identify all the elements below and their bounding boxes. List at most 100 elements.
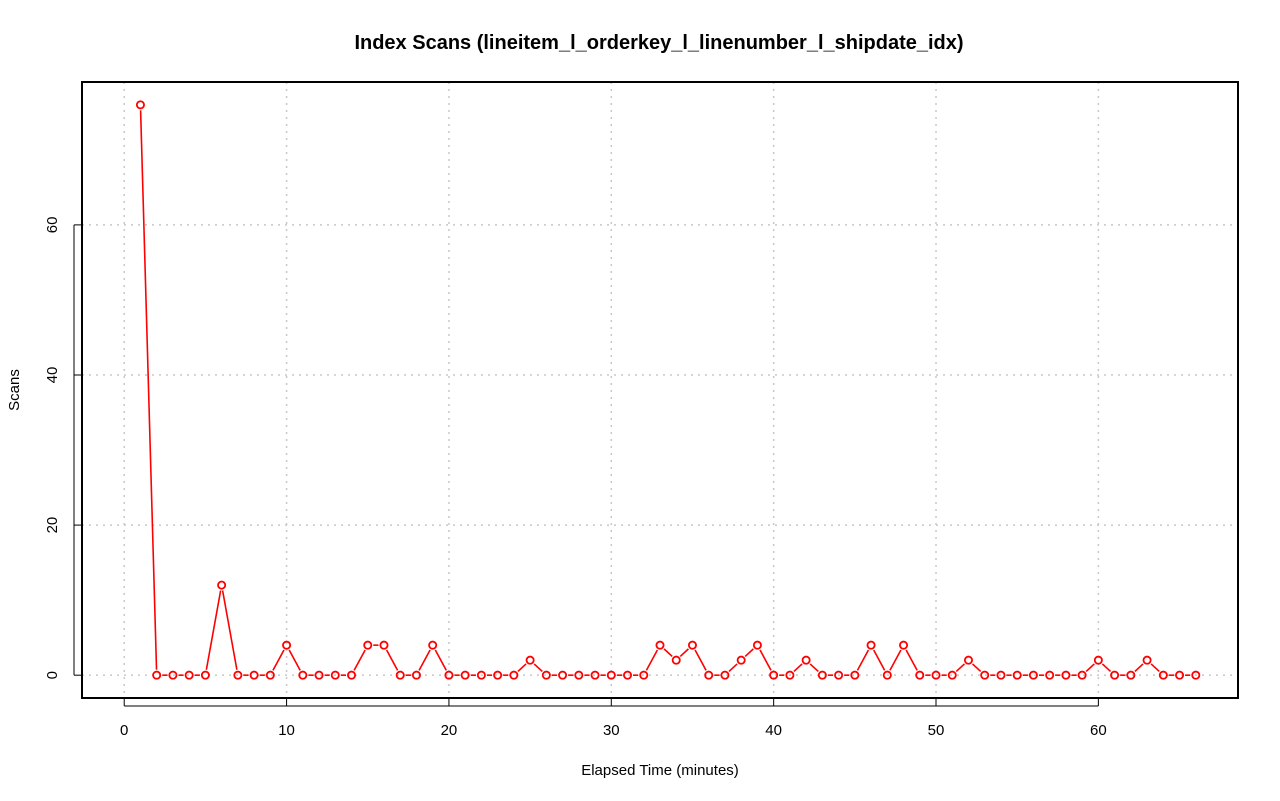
series-line-segment xyxy=(793,663,803,673)
series-line-segment xyxy=(221,590,238,670)
data-point xyxy=(1126,670,1136,680)
data-point xyxy=(363,640,373,650)
y-tick-label: 60 xyxy=(44,217,61,234)
data-point xyxy=(882,670,892,680)
data-point xyxy=(704,670,714,680)
series-line-segment xyxy=(645,649,659,671)
data-point xyxy=(298,670,308,680)
data-point xyxy=(655,640,665,650)
series-line-segment xyxy=(272,649,285,671)
data-point xyxy=(152,670,162,680)
data-point xyxy=(639,670,649,680)
series-line-segment xyxy=(1101,663,1112,673)
series-line-segment xyxy=(139,110,158,670)
series-line-segment xyxy=(288,649,301,671)
y-axis: 0 20 40 60 xyxy=(44,217,82,679)
x-tick-label: 60 xyxy=(1090,722,1107,739)
data-point xyxy=(1191,670,1201,680)
data-point xyxy=(444,670,454,680)
data-point xyxy=(428,640,438,650)
series-line-segment xyxy=(759,649,772,671)
data-point xyxy=(590,670,600,680)
data-point xyxy=(769,670,779,680)
series-line-segment xyxy=(872,649,886,671)
data-point xyxy=(493,670,503,680)
data-point xyxy=(347,670,357,680)
y-tick-label: 40 xyxy=(44,367,61,384)
series-line-segment xyxy=(533,663,543,673)
data-point xyxy=(135,100,145,110)
series-line-segment xyxy=(728,663,738,673)
data-point xyxy=(476,670,486,680)
data-point xyxy=(1028,670,1038,680)
data-point xyxy=(671,655,681,665)
series-line-segment xyxy=(663,648,673,658)
data-point xyxy=(200,670,210,680)
plot-frame xyxy=(81,81,1239,699)
data-point xyxy=(184,670,194,680)
data-point xyxy=(785,670,795,680)
data-point xyxy=(1045,670,1055,680)
data-point xyxy=(1142,655,1152,665)
x-tick-label: 0 xyxy=(120,722,128,739)
data-point xyxy=(623,670,633,680)
data-point xyxy=(915,670,925,680)
series-line-segment xyxy=(905,649,918,671)
x-tick-label: 10 xyxy=(278,722,295,739)
series-line-segment xyxy=(385,649,399,671)
series-line-segment xyxy=(955,663,965,673)
data-point xyxy=(720,670,730,680)
series-line-segment xyxy=(971,663,982,673)
data-point xyxy=(1175,670,1185,680)
data-point xyxy=(1158,670,1168,680)
x-tick-label: 50 xyxy=(928,722,945,739)
x-tick-label: 20 xyxy=(441,722,458,739)
data-point xyxy=(168,670,178,680)
data-point xyxy=(866,640,876,650)
data-point xyxy=(687,640,697,650)
data-point xyxy=(509,670,519,680)
chart-title: Index Scans (lineitem_l_orderkey_l_linen… xyxy=(354,32,963,54)
data-point xyxy=(931,670,941,680)
data-point xyxy=(525,655,535,665)
y-axis-label: Scans xyxy=(6,369,23,411)
y-tick-label: 20 xyxy=(44,517,61,534)
x-axis-label: Elapsed Time (minutes) xyxy=(581,762,739,779)
data-point xyxy=(850,670,860,680)
data-point xyxy=(282,640,292,650)
data-point xyxy=(411,670,421,680)
series-line-segment xyxy=(809,663,819,673)
data-point xyxy=(379,640,389,650)
data-point xyxy=(395,670,405,680)
data-point xyxy=(574,670,584,680)
series-line-segment xyxy=(679,648,689,658)
data-point xyxy=(801,655,811,665)
x-axis: 0 10 20 30 40 50 60 xyxy=(120,698,1107,739)
series-line-segment xyxy=(1150,663,1160,673)
grid-lines xyxy=(82,82,1238,698)
data-point xyxy=(233,670,243,680)
data-point xyxy=(947,670,957,680)
data-point xyxy=(330,670,340,680)
series-line-segment xyxy=(889,649,902,671)
data-point xyxy=(606,670,616,680)
data-point xyxy=(558,670,568,680)
data-point xyxy=(460,670,470,680)
data-point xyxy=(899,640,909,650)
series-line-segment xyxy=(694,649,707,671)
series-line-segment xyxy=(205,590,222,670)
data-point xyxy=(1061,670,1071,680)
data-point xyxy=(314,670,324,680)
data-point xyxy=(1012,670,1022,680)
data-point xyxy=(1077,670,1087,680)
data-point xyxy=(265,670,275,680)
x-tick-label: 30 xyxy=(603,722,620,739)
data-point xyxy=(736,655,746,665)
data-point xyxy=(817,670,827,680)
data-point xyxy=(1093,655,1103,665)
data-point xyxy=(752,640,762,650)
series-line-segment xyxy=(744,648,754,658)
data-point xyxy=(1110,670,1120,680)
